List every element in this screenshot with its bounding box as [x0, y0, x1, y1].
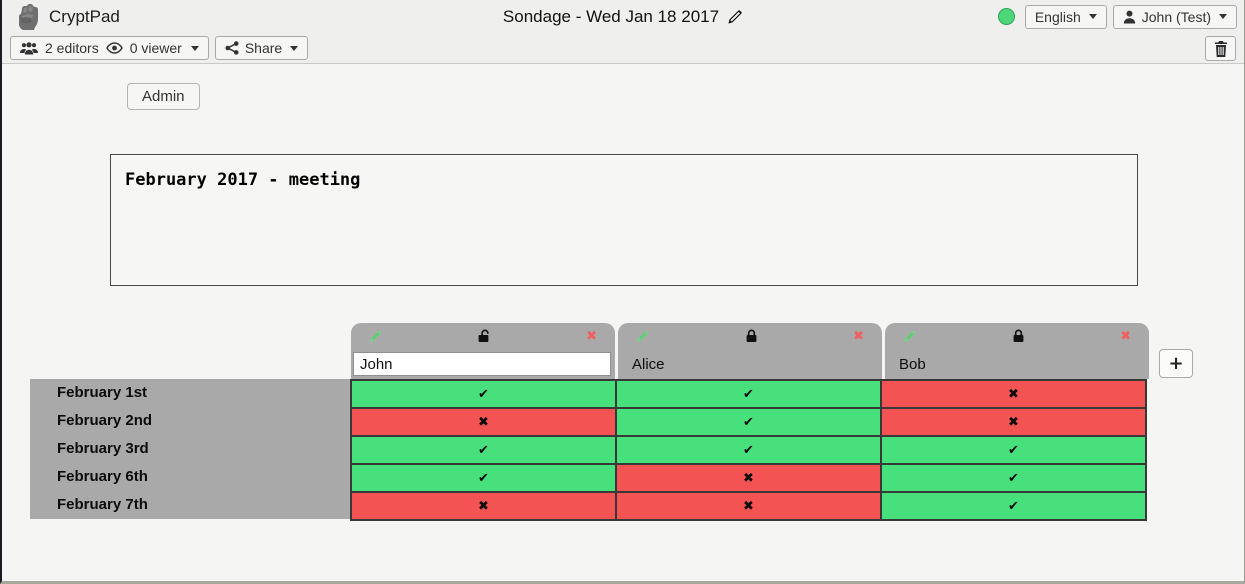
vote-cell-yes[interactable]: ✔ — [882, 437, 1145, 463]
poll-description-textarea[interactable]: February 2017 - meeting — [110, 154, 1138, 286]
remove-column-icon[interactable]: ✖ — [586, 328, 597, 344]
share-label: Share — [244, 40, 283, 56]
chevron-down-icon — [1219, 14, 1227, 19]
vote-cell-yes[interactable]: ✔ — [352, 381, 615, 407]
unlock-icon[interactable] — [477, 329, 492, 343]
eye-icon — [105, 42, 123, 54]
row-label: February 7th — [57, 496, 148, 513]
add-column-button[interactable]: + — [1159, 349, 1193, 378]
language-label: English — [1034, 8, 1081, 25]
vote-cell-no[interactable]: ✖ — [882, 381, 1145, 407]
vote-cell-no[interactable]: ✖ — [617, 465, 880, 491]
connection-status-dot — [997, 8, 1015, 25]
edit-title-pencil-icon[interactable] — [727, 9, 743, 25]
votes-grid: ✔ ✔ ✖ ✖ ✔ ✖ ✔ ✔ ✔ ✔ ✖ ✔ ✖ ✖ ✔ — [350, 379, 1147, 521]
column-name-row: Alice — [618, 349, 882, 379]
user-icon — [1123, 10, 1135, 23]
vote-cell-no[interactable]: ✖ — [352, 493, 615, 519]
lock-icon[interactable] — [1012, 329, 1025, 343]
user-dropdown[interactable]: John (Test) — [1112, 4, 1237, 29]
edit-pencil-icon — [904, 330, 916, 342]
remove-column-icon[interactable]: ✖ — [1120, 328, 1131, 344]
row-label: February 2nd — [57, 412, 153, 429]
viewers-count-label: 0 viewer — [129, 40, 182, 56]
cryptpad-fist-logo-icon — [19, 3, 38, 30]
vote-cell-yes[interactable]: ✔ — [617, 437, 880, 463]
remove-column-icon[interactable]: ✖ — [853, 328, 864, 344]
column-header-alice: ✖ Alice — [618, 323, 882, 379]
vote-cell-yes[interactable]: ✔ — [882, 465, 1145, 491]
trash-icon — [1214, 40, 1227, 57]
chevron-down-icon — [290, 45, 299, 51]
edit-pencil-icon — [370, 330, 382, 342]
vote-cell-no[interactable]: ✖ — [617, 493, 880, 519]
row-label: February 3rd — [57, 440, 149, 457]
document-title-wrap: Sondage - Wed Jan 18 2017 — [503, 0, 743, 33]
chevron-down-icon — [1088, 14, 1097, 19]
edit-pencil-icon — [637, 330, 649, 342]
logo-group: CryptPad — [14, 3, 120, 31]
poll-table: February 1st February 2nd February 3rd Febr… — [2, 323, 1244, 521]
language-dropdown[interactable]: English — [1024, 4, 1107, 29]
vote-cell-no[interactable]: ✖ — [882, 409, 1145, 435]
column-header-icons: ✖ — [618, 323, 882, 349]
app-name: CryptPad — [49, 6, 120, 26]
row-labels: February 1st February 2nd February 3rd Febr… — [30, 379, 350, 519]
lock-icon[interactable] — [745, 329, 758, 343]
poll-content: Admin February 2017 - meeting February 1… — [2, 64, 1244, 581]
row-label: February 6th — [57, 468, 148, 485]
column-name-row: Bob — [885, 349, 1149, 379]
poll-header-spacer — [30, 323, 350, 379]
column-name-label: Bob — [899, 355, 926, 373]
users-icon — [20, 41, 38, 54]
vote-cell-yes[interactable]: ✔ — [617, 409, 880, 435]
editors-viewers-dropdown[interactable]: 2 editors 0 viewer — [10, 36, 209, 60]
trash-button[interactable] — [1205, 36, 1236, 61]
admin-button[interactable]: Admin — [127, 83, 200, 110]
column-headers-row: ✖ ✖ Alice ✖ Bob — [350, 323, 1149, 379]
vote-cell-yes[interactable]: ✔ — [352, 437, 615, 463]
vote-cell-no[interactable]: ✖ — [352, 409, 615, 435]
top-bar: CryptPad Sondage - Wed Jan 18 2017 Engli… — [2, 0, 1244, 33]
share-dropdown[interactable]: Share — [214, 36, 309, 60]
vote-cell-yes[interactable]: ✔ — [882, 493, 1145, 519]
column-header-bob: ✖ Bob — [885, 323, 1149, 379]
editors-count-label: 2 editors — [45, 40, 99, 56]
column-header-john: ✖ — [351, 323, 615, 379]
column-header-icons: ✖ — [351, 323, 615, 349]
toolbar: 2 editors 0 viewer Share — [2, 33, 1244, 64]
poll-columns-area: ✖✖Alice✖Bob ✔✔✖✖✔✖✔✔✔✔✖✔✖✖✔ — [350, 323, 1149, 521]
document-title: Sondage - Wed Jan 18 2017 — [502, 6, 720, 26]
column-name-row — [351, 349, 615, 379]
row-label: February 1st — [57, 384, 148, 401]
column-name-label: Alice — [632, 355, 665, 373]
column-header-icons: ✖ — [885, 323, 1149, 349]
topbar-right-controls: English John (Test) — [997, 0, 1237, 33]
user-label: John (Test) — [1141, 8, 1211, 25]
column-name-input[interactable] — [353, 352, 611, 376]
share-icon — [225, 41, 239, 55]
chevron-down-icon — [190, 45, 199, 51]
poll-row-labels-column: February 1st February 2nd February 3rd Febr… — [30, 323, 350, 519]
vote-cell-yes[interactable]: ✔ — [352, 465, 615, 491]
vote-cell-yes[interactable]: ✔ — [617, 381, 880, 407]
